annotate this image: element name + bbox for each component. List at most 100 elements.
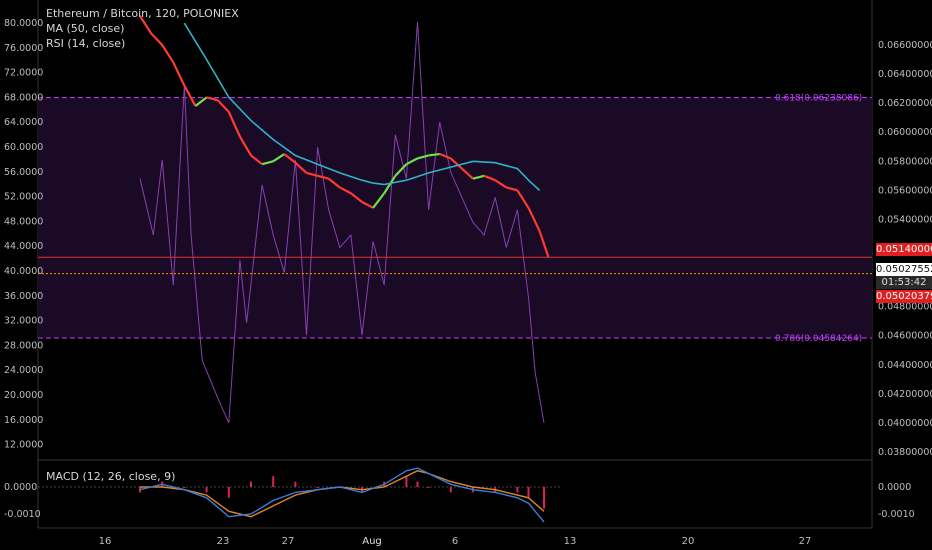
left-axis-tick: 68.0000 [4,92,43,103]
price-segment [183,85,197,107]
price-segment [161,44,175,64]
macd-hist-bar [227,487,230,498]
price-segment [216,99,230,113]
macd-left-tick: -0.0010 [4,509,41,520]
price-segment [361,201,374,209]
right-axis-tick: 0.04400000 [878,360,932,371]
ma-legend: MA (50, close) [46,22,125,35]
right-axis-tick: 0.06200000 [878,98,932,109]
price-segment [306,171,318,177]
left-axis-tick: 20.0000 [4,390,43,401]
price-segment [328,177,341,189]
fib-band [38,97,872,339]
right-axis-tick: 0.03800000 [878,447,932,458]
price-segment [494,179,507,189]
right-axis-tick: 0.04000000 [878,418,932,429]
price-segment [172,61,186,87]
macd-hist-bar [449,487,452,493]
price-segment [472,174,485,180]
left-axis-tick: 48.0000 [4,216,43,227]
right-axis-tick: 0.05800000 [878,156,932,167]
price-segment [150,32,163,46]
fib-level-label: 0.618(0.06238086) [775,94,862,104]
left-axis-tick: 76.0000 [4,43,43,54]
price-segment [372,192,386,209]
price-segment [439,152,452,160]
price-segment [483,174,496,182]
macd-line [139,467,545,523]
macd-hist-bar [427,487,430,488]
time-axis-tick: Aug [362,536,382,547]
macd-hist-bar [205,487,208,493]
right-axis-tick: 0.05400000 [878,214,932,225]
right-axis-tick: 0.04600000 [878,331,932,342]
left-axis-tick: 56.0000 [4,167,43,178]
time-axis-tick: 6 [452,536,458,547]
time-axis-tick: 27 [282,536,295,547]
price-segment [383,175,397,194]
price-segment [527,207,541,232]
price-segment [350,192,363,203]
price-segment [428,152,440,157]
price-segment [139,15,153,34]
left-axis-tick: 12.0000 [4,440,43,451]
price-segment [206,96,218,102]
price-segment [450,157,463,170]
macd-hist-bar [316,487,319,488]
price-segment [461,167,474,180]
price-segment [250,154,263,166]
macd-hist-bar [527,487,530,498]
left-axis-tick: 16.0000 [4,415,43,426]
time-axis-tick: 20 [682,536,695,547]
chart-legend: Ethereum / Bitcoin, 120, POLONIEX MA (50… [46,6,239,51]
time-axis-tick: 27 [799,536,812,547]
left-axis-tick: 80.0000 [4,18,43,29]
time-axis-tick: 16 [99,536,112,547]
countdown-tag: 01:53:42 [876,276,932,289]
left-axis-tick: 32.0000 [4,316,43,327]
price-segment [238,136,252,157]
price-segment [394,163,408,177]
macd-hist-bar [416,481,419,487]
rsi-legend: RSI (14, close) [46,37,126,50]
macd-hist-bar [294,481,297,487]
price-segment [283,153,297,164]
last-price-tag: 0.05140000 [876,243,932,256]
price-segment [194,96,208,107]
left-axis-tick: 52.0000 [4,192,43,203]
macd-hist-bar [516,487,519,493]
price-segment [272,153,285,163]
price-segment [261,160,274,166]
right-axis-tick: 0.04800000 [878,302,932,313]
price-segment [516,189,530,209]
price-segment [405,157,419,166]
left-axis-tick: 72.0000 [4,68,43,79]
price-segment [339,186,352,195]
left-axis-tick: 64.0000 [4,117,43,128]
price-segment [506,186,518,192]
macd-left-tick: 0.0000 [4,482,37,493]
price-segment [417,154,429,160]
macd-right-tick: 0.0000 [878,482,911,493]
right-axis-tick: 0.04200000 [878,389,932,400]
left-axis-tick: 36.0000 [4,291,43,302]
macd-hist-bar [543,487,546,509]
time-axis-tick: 13 [564,536,577,547]
current-price-tag: 0.05027552 [876,263,932,276]
right-axis-tick: 0.06400000 [878,69,932,80]
price-segment [538,230,550,258]
rsi-line [139,21,545,424]
right-axis-tick: 0.06600000 [878,40,932,51]
ma-line [183,22,541,191]
right-axis-tick: 0.06000000 [878,127,932,138]
macd-hist-bar [250,481,252,487]
price-segment [317,174,329,180]
left-axis-tick: 24.0000 [4,365,43,376]
bid-price-tag: 0.05020379 [876,290,932,303]
left-axis-tick: 44.0000 [4,241,43,252]
left-axis-tick: 28.0000 [4,340,43,351]
time-axis-tick: 23 [217,536,230,547]
macd-hist-bar [405,476,408,487]
signal-line [140,470,545,518]
